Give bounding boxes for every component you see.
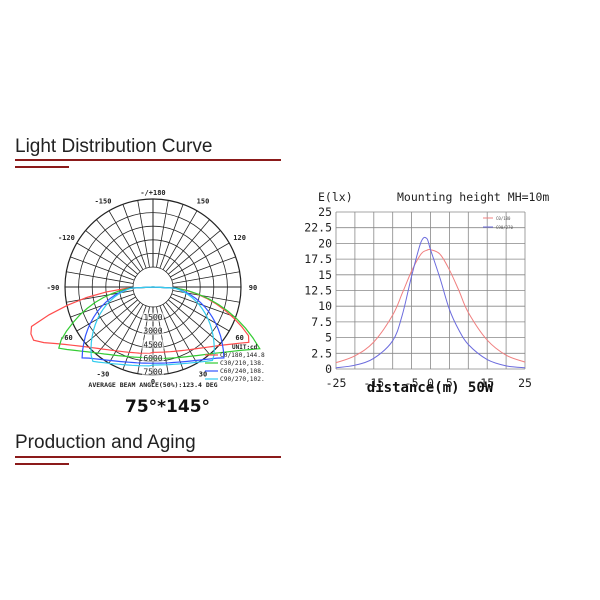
x-tick-label: 15 — [480, 376, 494, 390]
y-tick-label: 12.5 — [304, 284, 332, 298]
polar-radial-label: 1500 — [143, 313, 162, 322]
y-tick-label: 7.5 — [311, 315, 332, 329]
polar-angle-label: -90 — [47, 284, 60, 292]
x-tick-label: 0 — [427, 376, 434, 390]
y-tick-label: 0 — [325, 362, 332, 376]
polar-angle-label: 150 — [197, 197, 210, 205]
polar-angle-label: 120 — [233, 234, 246, 242]
polar-angle-label: 60 — [235, 334, 243, 342]
polar-radial-label: 3000 — [143, 327, 162, 336]
legend-label: C0/180 — [496, 216, 511, 221]
section-title-light-distribution: Light Distribution Curve — [15, 136, 213, 157]
unit-label: UNIT:cd — [232, 344, 258, 351]
y-tick-label: 5 — [325, 331, 332, 345]
polar-light-distribution-chart: -/+180 -150 150 -120 120 -90 90 -60 60 -30 30 0 1500… — [30, 189, 265, 389]
legend-label: C0/180,144.8 — [220, 352, 265, 359]
legend-label: C30/210,138. — [220, 360, 265, 367]
x-tick-label: -15 — [363, 376, 384, 390]
y-axis-label: E(lx) — [318, 190, 353, 204]
curve-c60-240 — [81, 286, 225, 364]
curve-c0-180 — [30, 286, 250, 355]
polar-angle-label: 0 — [151, 378, 155, 386]
y-tick-label: 25 — [318, 205, 332, 219]
polar-radial-label: 7500 — [143, 368, 162, 377]
polar-angle-label: -30 — [97, 371, 110, 379]
legend-label: C60/240,108. — [220, 368, 265, 375]
y-tick-label: 17.5 — [304, 252, 332, 266]
polar-angle-label: -150 — [95, 197, 112, 205]
average-beam-angle-label: AVERAGE BEAM ANGLE(50%):123.4 DEG — [88, 381, 217, 389]
legend-label: C90/270 — [496, 225, 513, 230]
title-underline — [15, 456, 281, 458]
x-tick-label: -25 — [326, 376, 347, 390]
title-underline — [15, 159, 281, 161]
title-accent-line — [15, 166, 69, 168]
polar-radial-label: 4500 — [143, 340, 162, 349]
polar-angle-label: 30 — [199, 371, 207, 379]
polar-angle-label: -120 — [58, 234, 75, 242]
y-tick-label: 20 — [318, 236, 332, 250]
polar-angle-label: 90 — [249, 284, 257, 292]
series-line-c0-180 — [335, 248, 526, 364]
y-tick-label: 15 — [318, 268, 332, 282]
y-tick-label: 22.5 — [304, 221, 332, 235]
y-tick-label: 10 — [318, 299, 332, 313]
beam-angle-caption: 75°*145° — [125, 397, 211, 417]
x-axis-label: distance(m) 50W — [367, 380, 494, 395]
curve-c90-270 — [90, 286, 215, 367]
chart-grid — [335, 211, 526, 370]
polar-angle-label: -/+180 — [140, 189, 165, 197]
title-accent-line — [15, 463, 69, 465]
x-tick-label: 5 — [446, 376, 453, 390]
legend-label: C90/270,102. — [220, 376, 265, 383]
section-title-production-aging: Production and Aging — [15, 432, 196, 453]
x-tick-label: 25 — [518, 376, 532, 390]
chart-title: Mounting height MH=10m — [397, 190, 549, 204]
polar-radial-label: 6000 — [143, 354, 162, 363]
y-tick-label: 2.5 — [311, 346, 332, 360]
polar-angle-label: -60 — [60, 334, 73, 342]
series-line-c90-270 — [335, 236, 526, 369]
x-tick-label: -5 — [405, 376, 419, 390]
